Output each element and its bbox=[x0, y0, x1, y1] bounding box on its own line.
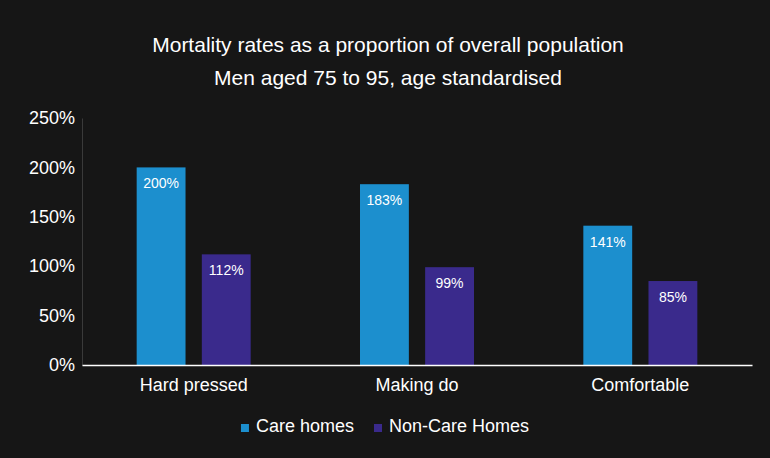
y-tick-label: 250% bbox=[29, 108, 75, 128]
bar bbox=[202, 254, 251, 365]
y-tick: 250% bbox=[29, 108, 82, 128]
x-axis-line bbox=[83, 365, 753, 367]
y-tick: 100% bbox=[29, 256, 82, 276]
bar bbox=[360, 184, 409, 365]
bar bbox=[583, 226, 632, 365]
y-tick-label: 100% bbox=[29, 256, 75, 276]
chart: Mortality rates as a proportion of overa… bbox=[0, 0, 770, 458]
y-tick: 200% bbox=[29, 158, 82, 178]
data-label: 85% bbox=[659, 289, 687, 305]
data-label: 183% bbox=[367, 192, 403, 208]
data-label: 112% bbox=[209, 262, 244, 278]
y-tick-label: 150% bbox=[29, 207, 75, 227]
x-tick: Hard pressed bbox=[140, 365, 248, 395]
bar bbox=[137, 167, 186, 365]
data-labels: 200% 183% 141% 112% 99% 85% bbox=[143, 175, 687, 305]
data-label: 200% bbox=[143, 175, 179, 191]
y-tick: 50% bbox=[39, 306, 82, 326]
legend-item: Care homes bbox=[241, 416, 354, 436]
y-tick: 0% bbox=[49, 355, 82, 375]
y-tick: 150% bbox=[29, 207, 82, 227]
bar bbox=[425, 267, 474, 365]
legend-label: Care homes bbox=[256, 416, 354, 436]
bar bbox=[648, 281, 697, 365]
y-axis-line bbox=[82, 119, 83, 366]
bars bbox=[137, 167, 698, 365]
x-axis: Hard pressed Making do Comfortable bbox=[83, 365, 753, 395]
y-axis: 0% 50% 100% 150% 200% 250% bbox=[29, 108, 83, 375]
x-tick-label: Hard pressed bbox=[140, 375, 248, 395]
plot: 0% 50% 100% 150% 200% 250% 200% 183% 141% 112% 99%… bbox=[29, 108, 753, 395]
y-tick-label: 50% bbox=[39, 306, 75, 326]
data-label: 99% bbox=[436, 275, 464, 291]
legend-label: Non-Care Homes bbox=[389, 416, 529, 436]
x-tick-label: Comfortable bbox=[591, 375, 689, 395]
legend-item: Non-Care Homes bbox=[374, 416, 529, 436]
background bbox=[0, 0, 770, 458]
x-tick: Making do bbox=[375, 365, 458, 395]
y-tick-label: 0% bbox=[49, 355, 75, 375]
data-label: 141% bbox=[590, 234, 626, 250]
x-tick: Comfortable bbox=[591, 365, 689, 395]
subtitle: Men aged 75 to 95, age standardised bbox=[214, 66, 562, 89]
x-tick-label: Making do bbox=[375, 375, 458, 395]
legend-swatch bbox=[241, 424, 249, 432]
legend-swatch bbox=[374, 424, 382, 432]
legend: Care homes Non-Care Homes bbox=[241, 416, 529, 436]
y-tick-label: 200% bbox=[29, 158, 75, 178]
title: Mortality rates as a proportion of overa… bbox=[152, 33, 624, 56]
